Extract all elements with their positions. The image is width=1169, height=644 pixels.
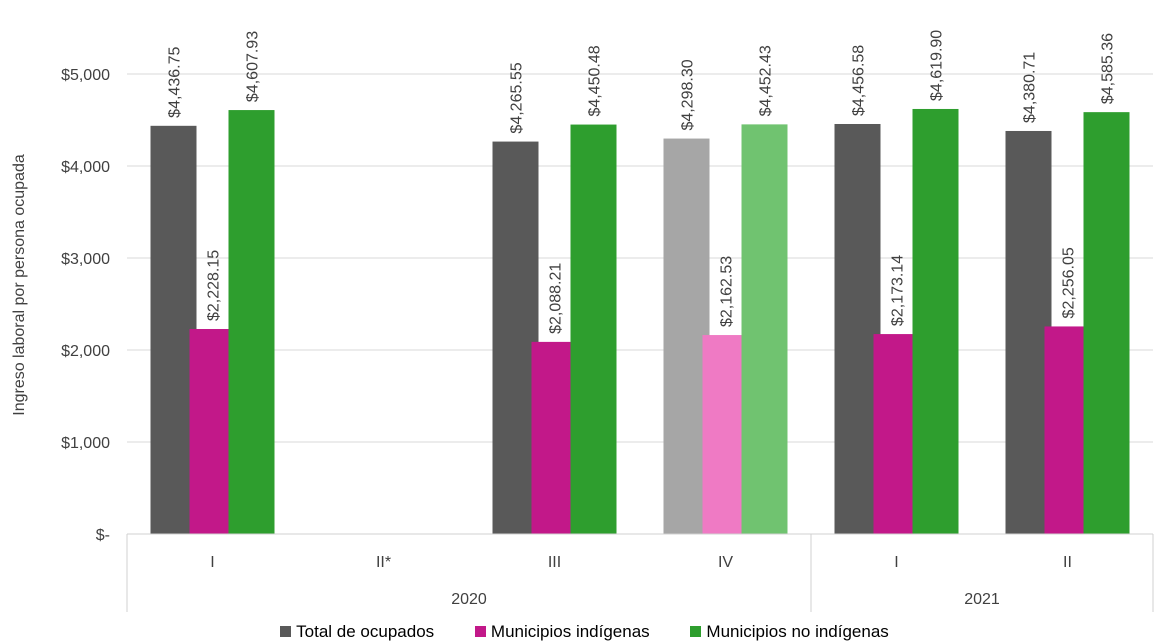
y-axis-ticks: $- $1,000 $2,000 $3,000 $4,000 $5,000 [61, 67, 110, 544]
bar [492, 141, 539, 534]
data-label: $4,619.90 [929, 30, 946, 101]
y-tick-label: $2,000 [61, 343, 110, 360]
y-tick-label: $3,000 [61, 251, 110, 268]
x-category-label: II [1063, 554, 1072, 571]
bar [570, 124, 617, 534]
bar [1044, 326, 1091, 534]
legend-label-indigenas: Municipios indígenas [490, 622, 650, 641]
data-label: $4,452.43 [758, 45, 775, 116]
data-label: $4,585.36 [1100, 33, 1117, 104]
data-label: $4,607.93 [245, 31, 262, 102]
bar [1005, 130, 1052, 535]
data-label: $4,265.55 [509, 62, 526, 133]
y-tick-label: $1,000 [61, 435, 110, 452]
data-label: $2,162.53 [719, 256, 736, 327]
y-tick-label: $5,000 [61, 67, 110, 84]
chart-svg: $- $1,000 $2,000 $3,000 $4,000 $5,000 Ingreso… [11, 30, 1154, 612]
legend-swatch-total [280, 626, 292, 637]
data-label: $4,298.30 [680, 59, 697, 130]
x-category-label: III [548, 554, 561, 571]
bars [150, 108, 1130, 535]
gridlines [127, 73, 1153, 443]
legend-label-no-indigenas: Municipios no indígenas [706, 622, 889, 641]
y-tick-label: $- [96, 527, 110, 544]
data-labels: $4,436.75 $2,228.15 $4,607.93 $4,265.55 $2,0… [167, 30, 1117, 334]
x-category-label: I [894, 554, 898, 571]
bar [189, 329, 236, 534]
bar [150, 125, 197, 534]
legend-swatch-no-indigenas [690, 626, 702, 637]
bar [912, 108, 959, 534]
bar [702, 335, 749, 534]
legend: Total de ocupados Municipios indígenas M… [0, 622, 1169, 642]
bar [663, 138, 710, 534]
legend-label-total: Total de ocupados [296, 622, 435, 641]
legend-item-indigenas: Municipios indígenas [474, 622, 650, 642]
bar [873, 334, 920, 534]
bar [1083, 112, 1130, 534]
x-year-label: 2021 [964, 591, 1000, 608]
bar [228, 110, 275, 535]
data-label: $2,173.14 [890, 255, 907, 326]
x-year-label: 2020 [451, 591, 487, 608]
x-category-label: II* [376, 554, 391, 571]
data-label: $4,450.48 [587, 45, 604, 116]
legend-item-total: Total de ocupados [280, 622, 434, 642]
bar [531, 341, 578, 534]
y-axis-label: Ingreso laboral por persona ocupada [11, 154, 28, 416]
legend-item-no-indigenas: Municipios no indígenas [690, 622, 889, 642]
x-category-label: I [210, 554, 214, 571]
data-label: $2,228.15 [206, 250, 223, 321]
bar [834, 123, 881, 535]
data-label: $4,380.71 [1022, 52, 1039, 123]
x-category-label: IV [718, 554, 733, 571]
data-label: $4,436.75 [167, 47, 184, 118]
y-tick-label: $4,000 [61, 159, 110, 176]
bar [741, 124, 788, 535]
data-label: $2,256.05 [1061, 247, 1078, 318]
legend-swatch-indigenas [474, 626, 486, 637]
data-label: $2,088.21 [548, 263, 565, 334]
data-label: $4,456.58 [851, 45, 868, 116]
